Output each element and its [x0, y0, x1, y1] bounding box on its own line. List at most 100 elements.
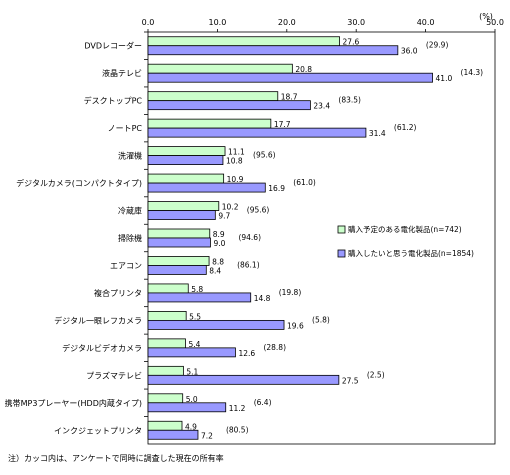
unit-label: (%) [479, 12, 493, 21]
bar-planned [147, 36, 340, 47]
x-tick-label: 20.0 [278, 18, 296, 27]
bar-wanted [147, 45, 399, 56]
data-label-planned: 8.9 [213, 230, 225, 239]
category-label: 冷蔵庫 [118, 206, 142, 216]
bar-wanted [147, 429, 199, 440]
data-label-wanted: 11.2 [229, 404, 246, 413]
data-label-wanted: 31.4 [369, 129, 386, 138]
bar-planned [147, 256, 210, 266]
bar-planned [147, 283, 189, 294]
bar-wanted [147, 292, 252, 303]
category-label: 複合プリンタ [94, 288, 142, 298]
data-label-planned: 4.9 [185, 422, 197, 431]
ownership-rate-label: (95.6) [247, 206, 270, 215]
category-label: デスクトップPC [84, 96, 143, 106]
category-label: インクジェットプリンタ [54, 426, 142, 435]
data-label-planned: 11.1 [228, 148, 245, 157]
data-label-planned: 20.8 [295, 65, 312, 74]
category-label: デジタルカメラ(コンパクトタイプ) [16, 178, 142, 188]
category-label: 液晶テレビ [102, 68, 142, 78]
ownership-rate-label: (19.8) [279, 288, 302, 297]
data-label-wanted: 9.7 [218, 212, 230, 221]
ownership-rate-label: (94.6) [238, 233, 261, 242]
category-label: 携帯MP3プレーヤー(HDD内蔵タイプ) [5, 398, 142, 408]
ownership-rate-label: (95.6) [253, 151, 276, 160]
bar-planned [147, 338, 186, 349]
data-label-planned: 8.8 [212, 257, 224, 266]
bar-planned [147, 201, 220, 211]
bar-wanted [147, 100, 311, 111]
data-label-planned: 5.0 [186, 395, 198, 404]
bar-wanted [147, 374, 340, 385]
data-label-planned: 27.6 [343, 38, 360, 47]
data-label-wanted: 14.8 [254, 294, 271, 303]
bar-planned [147, 310, 187, 321]
data-label-wanted: 23.4 [313, 102, 330, 111]
category-label: デジタル一眼レフカメラ [54, 315, 142, 325]
bar-wanted [147, 402, 227, 413]
data-label-planned: 5.8 [191, 285, 203, 294]
ownership-rate-label: (5.8) [312, 315, 330, 324]
category-label: DVDレコーダー [84, 41, 142, 51]
ownership-rate-label: (61.0) [293, 178, 316, 187]
data-label-wanted: 9.0 [213, 239, 225, 248]
data-label-wanted: 7.2 [201, 431, 213, 440]
category-label: エアコン [110, 261, 142, 270]
data-label-wanted: 27.5 [342, 376, 359, 385]
ownership-rate-label: (61.2) [394, 123, 417, 132]
legend-swatch [337, 249, 346, 258]
bar-wanted [147, 72, 433, 83]
bar-wanted [147, 319, 285, 330]
ownership-rate-label: (29.9) [426, 41, 449, 50]
legend-swatch [337, 225, 346, 234]
data-label-wanted: 41.0 [436, 74, 453, 83]
data-label-planned: 10.9 [227, 175, 244, 184]
ownership-rate-label: (83.5) [338, 96, 361, 105]
ownership-rate-label: (14.3) [461, 68, 484, 77]
x-tick-label: 30.0 [347, 18, 365, 27]
ownership-rate-label: (2.5) [367, 370, 385, 379]
data-label-planned: 5.1 [186, 367, 198, 376]
ownership-rate-label: (86.1) [237, 260, 260, 269]
bar-wanted [147, 347, 236, 358]
data-label-planned: 5.5 [189, 312, 201, 321]
bar-planned [147, 228, 211, 239]
bar-planned [147, 365, 184, 376]
ownership-rate-label: (6.4) [254, 398, 272, 407]
data-label-wanted: 36.0 [401, 47, 418, 56]
bar-planned [147, 63, 293, 74]
x-tick-label: 0.0 [142, 18, 155, 27]
data-label-planned: 18.7 [281, 93, 298, 102]
bar-wanted [147, 155, 224, 166]
bar-wanted [147, 182, 266, 193]
data-label-wanted: 10.8 [226, 157, 243, 166]
category-label: 洗濯機 [118, 151, 142, 161]
category-label: デジタルビデオカメラ [62, 343, 142, 353]
data-label-planned: 10.2 [222, 203, 239, 212]
data-label-planned: 17.7 [274, 120, 291, 129]
x-tick-label: 50.0 [486, 18, 504, 27]
data-label-wanted: 12.6 [238, 349, 255, 358]
bar-planned [147, 91, 279, 102]
legend-label: 購入予定のある電化製品(n=742) [348, 224, 462, 234]
legend-label: 購入したいと思う電化製品(n=1854) [348, 248, 474, 258]
bar-planned [147, 393, 184, 404]
category-label: プラズマテレビ [86, 370, 142, 380]
data-label-planned: 5.4 [188, 340, 200, 349]
category-label: ノートPC [108, 124, 143, 133]
bar-wanted [147, 210, 216, 220]
bar-planned [147, 118, 272, 129]
bar-wanted [147, 237, 211, 248]
bar-wanted [147, 265, 207, 275]
ownership-rate-label: (80.5) [226, 425, 249, 434]
bar-wanted [147, 127, 367, 138]
data-label-wanted: 16.9 [268, 184, 285, 193]
data-label-wanted: 19.6 [287, 321, 304, 330]
category-label: 掃除機 [118, 233, 142, 243]
bar-planned [147, 173, 225, 184]
x-tick-label: 40.0 [417, 18, 435, 27]
bar-planned [147, 146, 226, 157]
ownership-rate-label: (28.8) [263, 343, 286, 352]
